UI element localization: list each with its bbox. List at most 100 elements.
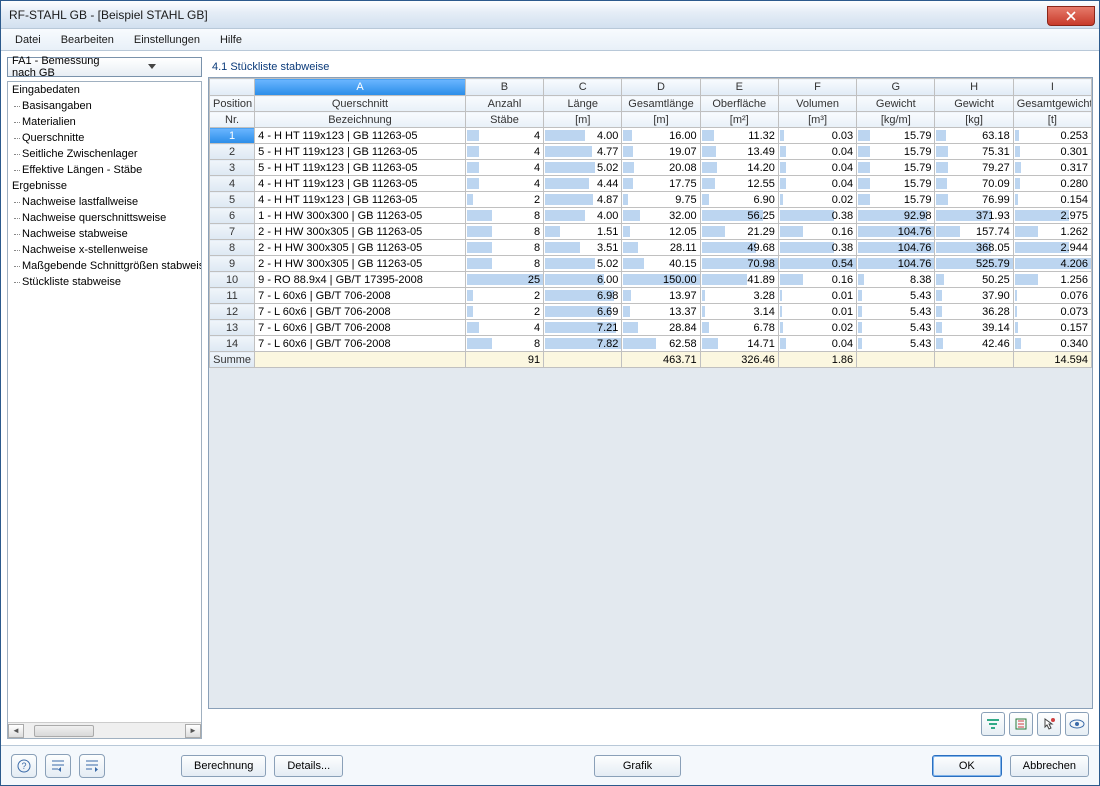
- cell-value[interactable]: 4.00: [544, 128, 622, 144]
- cell-value[interactable]: 70.98: [700, 256, 778, 272]
- tree-item[interactable]: Nachweise x-stellenweise: [8, 242, 201, 258]
- cell-value[interactable]: 49.68: [700, 240, 778, 256]
- tree-item[interactable]: Querschnitte: [8, 130, 201, 146]
- cell-value[interactable]: 9.75: [622, 192, 700, 208]
- cell-value[interactable]: 40.15: [622, 256, 700, 272]
- cell-value[interactable]: 0.154: [1013, 192, 1091, 208]
- cell-bezeichnung[interactable]: 9 - RO 88.9x4 | GB/T 17395-2008: [255, 272, 466, 288]
- table-row[interactable]: 44 - H HT 119x123 | GB 11263-0544.4417.7…: [210, 176, 1092, 192]
- grafik-button[interactable]: Grafik: [594, 755, 681, 777]
- cell-bezeichnung[interactable]: 1 - H HW 300x300 | GB 11263-05: [255, 208, 466, 224]
- cell-value[interactable]: 8: [465, 208, 543, 224]
- cell-value[interactable]: 5.43: [857, 336, 935, 352]
- cell-value[interactable]: 8.38: [857, 272, 935, 288]
- tree-item[interactable]: Maßgebende Schnittgrößen stabweise: [8, 258, 201, 274]
- row-number[interactable]: 10: [210, 272, 255, 288]
- cell-value[interactable]: 8: [465, 336, 543, 352]
- row-number[interactable]: 5: [210, 192, 255, 208]
- tree-item[interactable]: Nachweise lastfallweise: [8, 194, 201, 210]
- cell-value[interactable]: 20.08: [622, 160, 700, 176]
- cell-value[interactable]: 6.78: [700, 320, 778, 336]
- column-letter[interactable]: D: [622, 79, 700, 96]
- tree-item[interactable]: Materialien: [8, 114, 201, 130]
- table-row[interactable]: 137 - L 60x6 | GB/T 706-200847.2128.846.…: [210, 320, 1092, 336]
- cell-value[interactable]: 4.44: [544, 176, 622, 192]
- cell-value[interactable]: 0.38: [778, 240, 856, 256]
- menu-einstellungen[interactable]: Einstellungen: [124, 32, 210, 48]
- cell-value[interactable]: 79.27: [935, 160, 1013, 176]
- cell-value[interactable]: 28.11: [622, 240, 700, 256]
- row-number[interactable]: 11: [210, 288, 255, 304]
- cell-value[interactable]: 8: [465, 240, 543, 256]
- abbrechen-button[interactable]: Abbrechen: [1010, 755, 1089, 777]
- help-button[interactable]: ?: [11, 754, 37, 778]
- cell-value[interactable]: 1.256: [1013, 272, 1091, 288]
- cell-value[interactable]: 4.206: [1013, 256, 1091, 272]
- cell-value[interactable]: 4.00: [544, 208, 622, 224]
- cell-value[interactable]: 2: [465, 304, 543, 320]
- row-number[interactable]: 9: [210, 256, 255, 272]
- cell-value[interactable]: 2.944: [1013, 240, 1091, 256]
- cell-value[interactable]: 0.16: [778, 272, 856, 288]
- column-letter[interactable]: H: [935, 79, 1013, 96]
- cell-bezeichnung[interactable]: 5 - H HT 119x123 | GB 11263-05: [255, 144, 466, 160]
- tree-group-ergebnisse[interactable]: Ergebnisse: [8, 178, 201, 194]
- cell-value[interactable]: 5.43: [857, 288, 935, 304]
- cell-value[interactable]: 6.98: [544, 288, 622, 304]
- tree-item[interactable]: Stückliste stabweise: [8, 274, 201, 290]
- tree-item[interactable]: Nachweise stabweise: [8, 226, 201, 242]
- table-row[interactable]: 72 - H HW 300x305 | GB 11263-0581.5112.0…: [210, 224, 1092, 240]
- cell-bezeichnung[interactable]: 4 - H HT 119x123 | GB 11263-05: [255, 128, 466, 144]
- ok-button[interactable]: OK: [932, 755, 1002, 777]
- cell-value[interactable]: 37.90: [935, 288, 1013, 304]
- table-row[interactable]: 117 - L 60x6 | GB/T 706-200826.9813.973.…: [210, 288, 1092, 304]
- cell-value[interactable]: 13.37: [622, 304, 700, 320]
- cell-value[interactable]: 75.31: [935, 144, 1013, 160]
- cell-value[interactable]: 104.76: [857, 224, 935, 240]
- cell-value[interactable]: 3.28: [700, 288, 778, 304]
- cell-value[interactable]: 5.02: [544, 160, 622, 176]
- cell-value[interactable]: 0.04: [778, 160, 856, 176]
- cell-value[interactable]: 0.02: [778, 320, 856, 336]
- next-button[interactable]: [79, 754, 105, 778]
- cell-value[interactable]: 4: [465, 160, 543, 176]
- column-letter[interactable]: E: [700, 79, 778, 96]
- cell-value[interactable]: 15.79: [857, 160, 935, 176]
- row-number[interactable]: 4: [210, 176, 255, 192]
- cell-value[interactable]: 0.38: [778, 208, 856, 224]
- cell-value[interactable]: 0.02: [778, 192, 856, 208]
- tree-item[interactable]: Basisangaben: [8, 98, 201, 114]
- cell-value[interactable]: 0.01: [778, 288, 856, 304]
- close-button[interactable]: [1047, 6, 1095, 26]
- column-letter[interactable]: F: [778, 79, 856, 96]
- cell-value[interactable]: 0.317: [1013, 160, 1091, 176]
- cell-value[interactable]: 4: [465, 128, 543, 144]
- cell-value[interactable]: 36.28: [935, 304, 1013, 320]
- cell-value[interactable]: 15.79: [857, 176, 935, 192]
- table-row[interactable]: 14 - H HT 119x123 | GB 11263-0544.0016.0…: [210, 128, 1092, 144]
- row-number[interactable]: 7: [210, 224, 255, 240]
- cell-bezeichnung[interactable]: 2 - H HW 300x305 | GB 11263-05: [255, 256, 466, 272]
- cell-value[interactable]: 0.04: [778, 144, 856, 160]
- cell-value[interactable]: 15.79: [857, 144, 935, 160]
- column-letter[interactable]: I: [1013, 79, 1091, 96]
- row-number[interactable]: 6: [210, 208, 255, 224]
- data-grid[interactable]: ABCDEFGHIPositionQuerschnittAnzahlLängeG…: [209, 78, 1092, 368]
- cell-value[interactable]: 104.76: [857, 240, 935, 256]
- cell-value[interactable]: 28.84: [622, 320, 700, 336]
- cell-value[interactable]: 70.09: [935, 176, 1013, 192]
- cell-bezeichnung[interactable]: 2 - H HW 300x305 | GB 11263-05: [255, 240, 466, 256]
- cell-value[interactable]: 0.340: [1013, 336, 1091, 352]
- cell-value[interactable]: 11.32: [700, 128, 778, 144]
- cell-bezeichnung[interactable]: 7 - L 60x6 | GB/T 706-2008: [255, 336, 466, 352]
- cell-value[interactable]: 15.79: [857, 192, 935, 208]
- cell-value[interactable]: 17.75: [622, 176, 700, 192]
- cell-value[interactable]: 16.00: [622, 128, 700, 144]
- cell-value[interactable]: 4: [465, 320, 543, 336]
- cell-value[interactable]: 41.89: [700, 272, 778, 288]
- cell-value[interactable]: 21.29: [700, 224, 778, 240]
- cell-bezeichnung[interactable]: 4 - H HT 119x123 | GB 11263-05: [255, 192, 466, 208]
- cell-value[interactable]: 371.93: [935, 208, 1013, 224]
- cell-value[interactable]: 104.76: [857, 256, 935, 272]
- cell-value[interactable]: 150.00: [622, 272, 700, 288]
